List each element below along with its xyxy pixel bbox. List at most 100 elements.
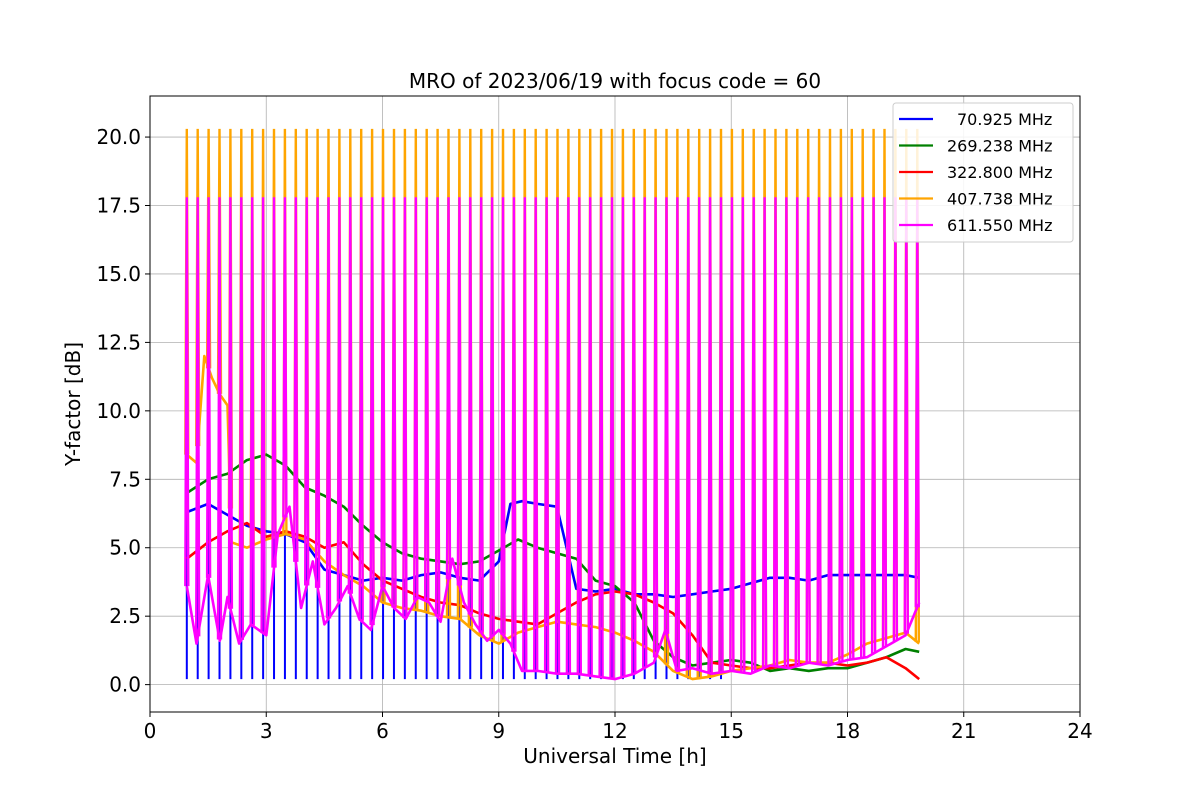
- calibration-pulse: [598, 197, 604, 678]
- calibration-pulse: [740, 197, 746, 673]
- calibration-pulse: [794, 197, 800, 666]
- legend-item: 611.550 MHz: [899, 216, 1052, 235]
- x-tick-label: 6: [376, 719, 389, 743]
- legend-label: 322.800 MHz: [947, 163, 1052, 182]
- calibration-pulse: [903, 197, 909, 634]
- y-tick-label: 0.0: [109, 673, 141, 697]
- calibration-pulse: [609, 197, 615, 679]
- y-tick-label: 7.5: [109, 467, 141, 491]
- calibration-pulse: [751, 197, 757, 673]
- calibration-pulse: [881, 197, 888, 648]
- legend: 70.925 MHz 269.238 MHz 322.800 MHz 407.738 …: [892, 102, 1074, 243]
- calibration-pulse: [827, 197, 833, 665]
- legend-box: [892, 102, 1074, 243]
- calibration-pulse: [391, 197, 397, 608]
- y-tick-label: 10.0: [96, 399, 141, 423]
- chart-title: MRO of 2023/06/19 with focus code = 60: [409, 69, 821, 93]
- calibration-pulse: [500, 197, 506, 635]
- y-tick-label: 2.5: [109, 604, 141, 628]
- calibration-pulse: [184, 197, 190, 587]
- calibration-pulse: [489, 197, 495, 637]
- y-tick-label: 12.5: [96, 330, 141, 354]
- calibration-pulse: [696, 197, 702, 671]
- calibration-pulse: [413, 197, 419, 601]
- series-line: [185, 505, 921, 681]
- y-tick-label: 20.0: [96, 125, 141, 149]
- calibration-pulse: [587, 197, 593, 676]
- legend-item: 269.238 MHz: [899, 137, 1052, 156]
- calibration-pulse: [870, 197, 877, 654]
- series-70925-mhz: [185, 499, 920, 680]
- x-tick-label: 12: [602, 719, 627, 743]
- calibration-pulse: [631, 197, 637, 674]
- calibration-pulse: [914, 197, 920, 608]
- calibration-pulse: [718, 197, 724, 673]
- calibration-pulse: [271, 197, 277, 568]
- calibration-pulse: [325, 197, 332, 619]
- calibration-pulse: [620, 197, 626, 677]
- calibration-pulse: [478, 197, 484, 633]
- series-611550-mhz: [184, 197, 921, 681]
- calibration-pulse: [424, 197, 430, 602]
- calibration-pulse: [849, 197, 855, 660]
- x-tick-label: 3: [260, 719, 273, 743]
- calibration-pulse: [434, 197, 441, 617]
- legend-item: 70.925 MHz: [899, 110, 1052, 129]
- calibration-pulse: [402, 197, 408, 619]
- calibration-pulse: [761, 197, 768, 668]
- x-tick-label: 0: [144, 719, 157, 743]
- calibration-pulse: [347, 197, 353, 594]
- calibration-pulse: [576, 197, 582, 675]
- x-tick-label: 15: [719, 719, 744, 743]
- calibration-pulse: [195, 197, 201, 637]
- calibration-pulse: [511, 197, 517, 652]
- calibration-pulse: [685, 197, 691, 669]
- calibration-pulse: [227, 197, 234, 609]
- calibration-pulse: [467, 197, 473, 615]
- calibration-pulse: [205, 197, 212, 578]
- calibration-pulse: [260, 197, 266, 634]
- plot-lines: [184, 128, 921, 681]
- calibration-pulse: [380, 197, 386, 588]
- legend-label: 611.550 MHz: [947, 216, 1052, 235]
- legend-item: 407.738 MHz: [899, 190, 1052, 209]
- calibration-pulse: [565, 197, 572, 674]
- x-tick-label: 24: [1067, 719, 1092, 743]
- calibration-pulse: [445, 197, 452, 580]
- x-axis-label: Universal Time [h]: [523, 744, 706, 768]
- calibration-pulse: [249, 197, 255, 626]
- calibration-pulse: [216, 197, 223, 640]
- calibration-pulse: [663, 197, 670, 634]
- calibration-pulse: [456, 197, 463, 586]
- calibration-pulse: [522, 197, 528, 671]
- y-tick-label: 15.0: [96, 262, 141, 286]
- y-axis-label: Y-factor [dB]: [61, 342, 85, 467]
- calibration-pulse: [369, 197, 375, 626]
- calibration-pulse: [772, 197, 779, 667]
- calibration-pulse: [282, 197, 288, 518]
- calibration-pulse: [238, 197, 244, 640]
- calibration-pulse: [783, 197, 790, 668]
- calibration-pulse: [838, 197, 844, 662]
- calibration-pulse: [314, 197, 321, 588]
- calibration-pulse: [293, 197, 299, 562]
- calibration-pulse: [652, 197, 659, 658]
- calibration-pulse: [729, 197, 735, 672]
- calibration-pulse: [543, 197, 550, 673]
- legend-item: 322.800 MHz: [899, 163, 1052, 182]
- calibration-pulse: [336, 197, 343, 602]
- calibration-pulse: [642, 197, 648, 668]
- calibration-pulse: [860, 197, 866, 658]
- calibration-pulse: [816, 197, 822, 665]
- legend-label: 70.925 MHz: [957, 110, 1052, 129]
- calibration-pulse: [805, 197, 811, 663]
- calibration-pulse: [707, 197, 713, 674]
- x-tick-label: 9: [492, 719, 505, 743]
- legend-label: 269.238 MHz: [947, 137, 1052, 156]
- x-tick-label: 18: [835, 719, 860, 743]
- axis-ticks: 0 3 6 9 12 15 18 21 24 0.0 2.5 5.0 7.5 10.0 12.5 15.0 17…: [96, 125, 1092, 743]
- calibration-pulse: [674, 197, 681, 671]
- calibration-pulse: [358, 197, 364, 621]
- legend-label: 407.738 MHz: [947, 190, 1052, 209]
